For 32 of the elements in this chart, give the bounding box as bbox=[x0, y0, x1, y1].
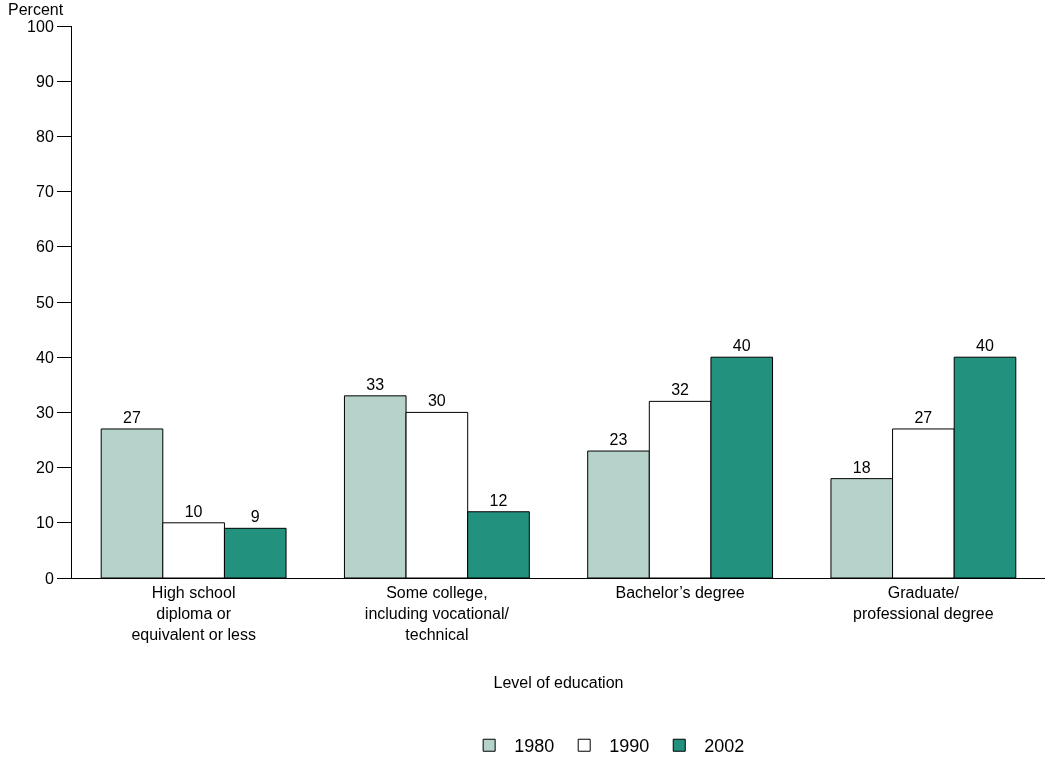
data-label: 40 bbox=[732, 337, 751, 355]
y-tick-label: 40 bbox=[36, 348, 54, 366]
data-label: 30 bbox=[427, 392, 446, 410]
x-tick-label: Graduate/ professional degree bbox=[853, 584, 994, 622]
y-tick-label: 20 bbox=[36, 459, 54, 477]
data-label: 32 bbox=[671, 381, 690, 399]
y-tick-label: 0 bbox=[44, 569, 54, 587]
data-label: 10 bbox=[184, 502, 203, 520]
data-label: 23 bbox=[609, 431, 628, 449]
data-label: 27 bbox=[123, 408, 141, 426]
y-tick-label: 70 bbox=[36, 183, 54, 201]
x-tick-label: Bachelor’s degree bbox=[615, 584, 745, 602]
y-axis-title: Percent bbox=[8, 1, 64, 18]
x-tick-label: Some college, including vocational/ technical bbox=[364, 584, 510, 643]
y-tick-label: 60 bbox=[36, 238, 54, 256]
y-tick-label: 30 bbox=[36, 404, 54, 421]
data-label: 33 bbox=[366, 375, 385, 393]
x-axis-title: Level of education bbox=[493, 674, 624, 692]
y-tick-label: 90 bbox=[36, 72, 54, 90]
data-label: 40 bbox=[976, 337, 994, 355]
y-tick-label: 10 bbox=[36, 514, 54, 532]
data-label: 27 bbox=[914, 408, 933, 426]
legend-label: 2002 bbox=[704, 736, 745, 757]
y-tick-label: 50 bbox=[36, 293, 54, 311]
data-label: 12 bbox=[489, 491, 508, 509]
legend-label: 1980 bbox=[514, 736, 555, 757]
x-tick-label: High school diploma or equivalent or less bbox=[131, 584, 256, 643]
data-label: 9 bbox=[250, 508, 260, 526]
y-tick-label: 100 bbox=[27, 17, 54, 35]
data-label: 18 bbox=[852, 458, 871, 476]
legend-label: 1990 bbox=[609, 736, 650, 757]
y-tick-label: 80 bbox=[36, 128, 54, 145]
